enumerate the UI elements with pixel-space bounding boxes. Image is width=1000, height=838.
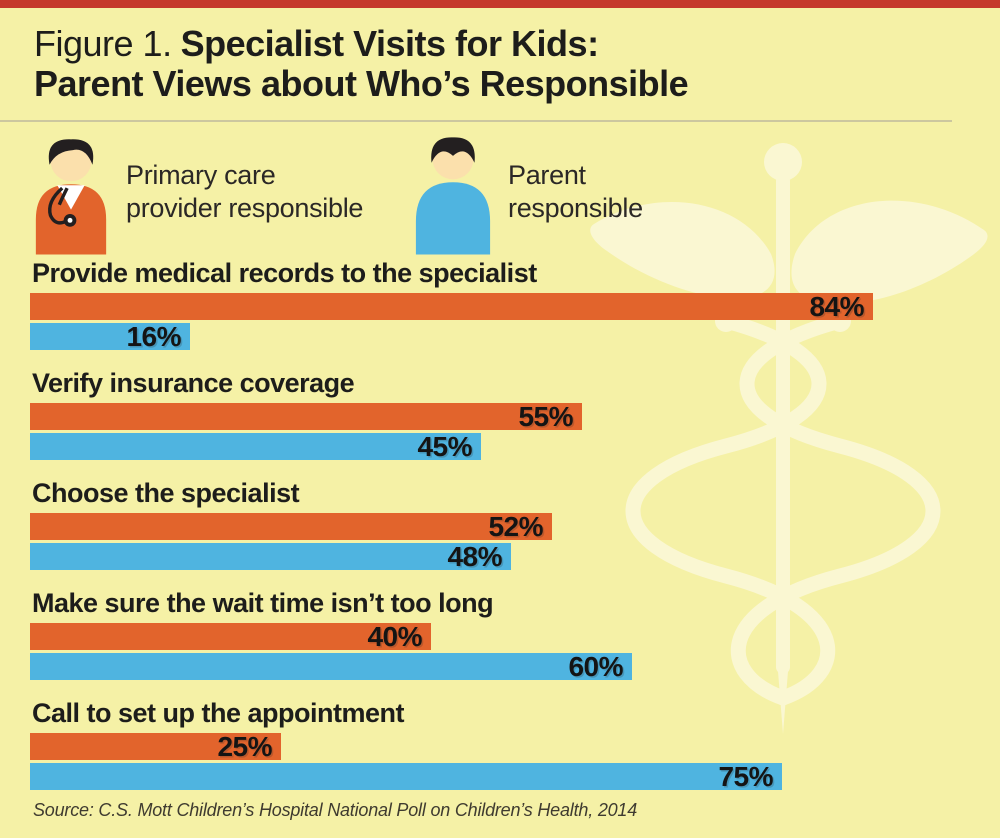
bar-value-label: 40%: [367, 620, 422, 652]
bar-value-label: 84%: [809, 290, 864, 322]
bar-value-label: 48%: [447, 540, 502, 572]
bar: 48%: [30, 540, 511, 572]
bar-value-label: 16%: [126, 320, 181, 352]
bar-value-label: 55%: [518, 400, 573, 432]
bar-value-label: 60%: [568, 650, 623, 682]
legend-label-primary-care: Primary care provider responsible: [126, 160, 364, 223]
bar-group: Choose the specialist 52% 48%: [30, 478, 1000, 588]
bar-value-label: 25%: [217, 730, 272, 762]
bar-value-label: 45%: [417, 430, 472, 462]
legend-item-parent: Parent responsible: [412, 133, 643, 255]
bar-row: 52%: [30, 510, 1000, 542]
bar: 40%: [30, 620, 431, 652]
category-label: Provide medical records to the specialis…: [32, 258, 537, 288]
category-label: Make sure the wait time isn’t too long: [32, 588, 494, 618]
doctor-icon: [35, 139, 107, 255]
bar: 25%: [30, 730, 281, 762]
bar: 45%: [30, 430, 481, 462]
category-label: Call to set up the appointment: [32, 698, 405, 728]
bar: 75%: [30, 760, 782, 792]
bar-row: 60%: [30, 650, 1000, 682]
bar-groups: Provide medical records to the specialis…: [30, 258, 1000, 808]
bar: 55%: [30, 400, 582, 432]
bar-row: 40%: [30, 620, 1000, 652]
page-title: Figure 1. Specialist Visits for Kids: Par…: [34, 23, 689, 104]
source-note: Source: C.S. Mott Children’s Hospital Na…: [33, 800, 638, 820]
bar-value-label: 52%: [488, 510, 543, 542]
bar-row: 55%: [30, 400, 1000, 432]
category-label: Verify insurance coverage: [32, 368, 355, 398]
legend-label-parent: Parent responsible: [508, 160, 643, 223]
bar: 16%: [30, 320, 190, 352]
bar-row: 45%: [30, 430, 1000, 462]
bar-row: 16%: [30, 320, 1000, 352]
top-accent-bar: [0, 0, 1000, 8]
bar-row: 25%: [30, 730, 1000, 762]
bar-row: 48%: [30, 540, 1000, 572]
bar-group: Verify insurance coverage 55% 45%: [30, 368, 1000, 478]
bar: 52%: [30, 510, 552, 542]
figure-label: Figure 1.: [34, 23, 172, 64]
bar-value-label: 75%: [718, 760, 773, 792]
legend-item-primary-care: Primary care provider responsible: [30, 133, 363, 255]
bar-group: Provide medical records to the specialis…: [30, 258, 1000, 368]
bar: 60%: [30, 650, 632, 682]
category-label: Choose the specialist: [32, 478, 300, 508]
parent-icon: [415, 137, 491, 255]
header-divider: [0, 120, 952, 122]
bar-row: 84%: [30, 290, 1000, 322]
bar: 84%: [30, 290, 873, 322]
chart-legend: Primary care provider responsible Parent…: [30, 133, 730, 257]
bar-group: Make sure the wait time isn’t too long 4…: [30, 588, 1000, 698]
title-line-1: Figure 1. Specialist Visits for Kids:: [34, 23, 599, 64]
title-line-2: Parent Views about Who’s Responsible: [34, 63, 689, 104]
bar-group: Call to set up the appointment 25% 75%: [30, 698, 1000, 808]
bar-row: 75%: [30, 760, 1000, 792]
